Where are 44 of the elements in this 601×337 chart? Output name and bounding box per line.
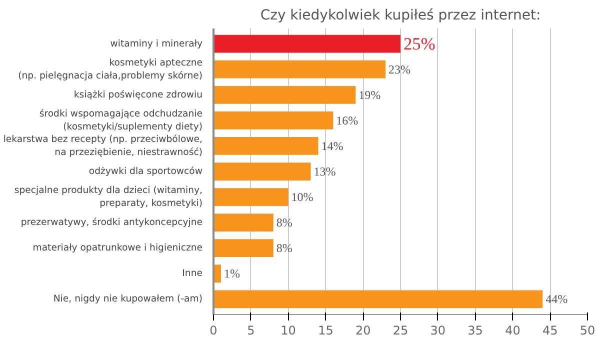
x-tick-label: 40	[505, 324, 520, 337]
data-label: 25%	[404, 34, 436, 54]
y-tick-label: Nie, nigdy nie kupowałem (-am)	[53, 294, 203, 305]
data-label: 44%	[546, 292, 568, 306]
x-tick-label: 15	[318, 324, 334, 337]
data-label: 8%	[276, 216, 292, 230]
x-tick-label: 45	[542, 324, 558, 337]
bar	[214, 111, 334, 130]
y-tick-label: materiały opatrunkowe i higieniczne	[32, 242, 203, 254]
data-label: 14%	[321, 138, 344, 153]
y-tick-label: prezerwatywy, środki antykoncepcyjne	[20, 217, 203, 228]
x-tick-label: 0	[210, 324, 218, 337]
x-tick-label: 5	[247, 324, 255, 337]
y-tick-label: środki wspomagające odchudzanie (kosmetyki/suplementy diety)	[39, 108, 203, 133]
x-tick-label: 30	[430, 324, 446, 337]
data-label: 13%	[314, 164, 336, 178]
data-label: 19%	[358, 88, 381, 102]
bar	[214, 214, 274, 232]
y-tick-label: kosmetyki apteczne (np. pielęgnacja ciała,problemy skórne)	[18, 57, 203, 82]
data-label: 1%	[224, 266, 240, 281]
bar	[214, 86, 356, 104]
x-tick-label: 20	[355, 324, 371, 337]
x-tick-label: 25	[392, 324, 408, 337]
data-label: 16%	[336, 113, 358, 128]
bar	[214, 188, 288, 206]
chart-title: Czy kiedykolwiek kupiłeś przez internet:	[260, 8, 541, 24]
x-tick-label: 10	[280, 324, 296, 337]
x-tick-label: 35	[468, 324, 483, 337]
bar	[214, 34, 400, 53]
bar	[214, 137, 318, 155]
data-label: 10%	[291, 190, 314, 204]
data-label: 8%	[276, 241, 292, 256]
y-tick-label: książki poświęcone zdrowiu	[74, 89, 203, 100]
data-label: 23%	[388, 62, 411, 76]
bar	[214, 60, 386, 78]
y-tick-label: Inne	[182, 268, 203, 280]
x-tick-label: 50	[580, 324, 596, 337]
bar	[214, 239, 274, 258]
bar	[214, 290, 543, 308]
y-tick-label: witaminy i minerały	[110, 38, 203, 50]
y-tick-label: odżywki dla sportowców	[88, 166, 203, 177]
y-tick-label: specjalne produkty dla dzieci (witaminy, preparaty, kosmetyki)	[14, 184, 203, 210]
bar	[214, 162, 311, 180]
y-tick-label: lekarstwa bez recepty (np. przeciwbólowe, na przeziębienie, niestrawność)	[3, 134, 203, 158]
